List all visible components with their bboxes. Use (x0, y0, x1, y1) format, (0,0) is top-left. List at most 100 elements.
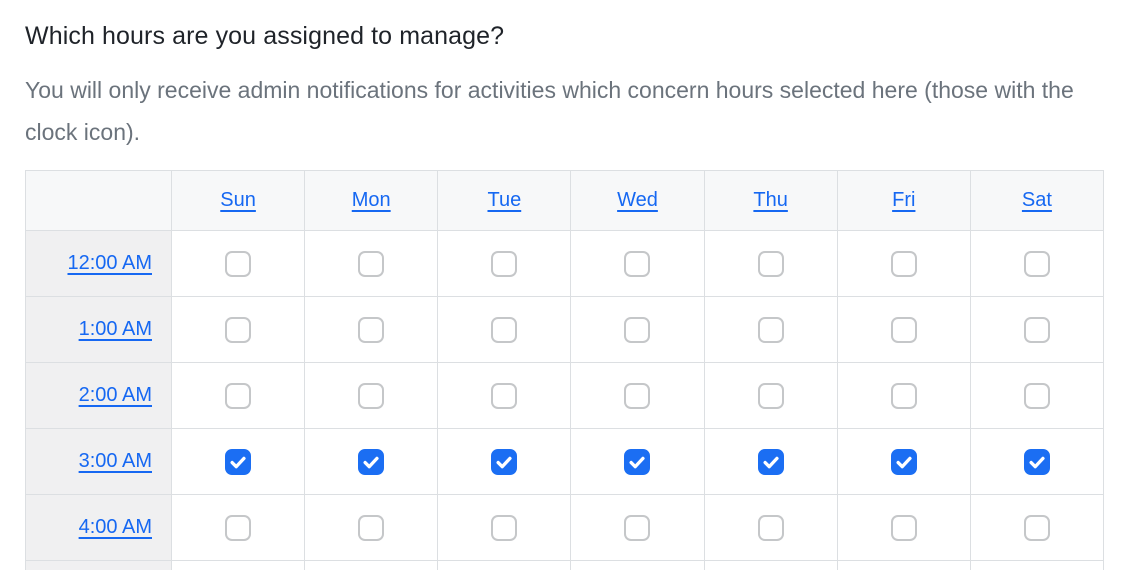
hour-checkbox[interactable] (757, 316, 784, 343)
check-icon (363, 456, 379, 468)
checkbox-cell (570, 494, 705, 561)
hour-checkbox[interactable] (624, 514, 651, 541)
checkbox-cell (304, 428, 439, 495)
checkbox-cell (437, 494, 572, 561)
day-header-link-wed[interactable]: Wed (617, 189, 658, 211)
hour-checkbox[interactable] (757, 448, 784, 475)
checkbox-cell (437, 296, 572, 363)
hours-grid: Sun Mon Tue Wed Thu Fri Sat 12:00 AM 1:00 AM 2:0… (25, 170, 1105, 570)
checkbox-cell (437, 230, 572, 297)
checkbox-cell (836, 560, 971, 570)
time-label-cell (25, 560, 172, 570)
day-header-cell: Sun (170, 170, 306, 231)
checkbox-cell (170, 560, 306, 570)
time-label-cell: 3:00 AM (25, 428, 172, 495)
hour-checkbox[interactable] (1023, 382, 1050, 409)
day-header-cell: Tue (437, 170, 572, 231)
time-link[interactable]: 3:00 AM (78, 450, 152, 472)
checkbox-cell (969, 560, 1105, 570)
hour-checkbox[interactable] (491, 514, 518, 541)
checkbox-cell (570, 560, 705, 570)
hour-checkbox[interactable] (225, 382, 252, 409)
hour-checkbox[interactable] (757, 382, 784, 409)
hour-checkbox[interactable] (225, 250, 252, 277)
day-header-link-sat[interactable]: Sat (1021, 189, 1052, 211)
check-icon (629, 456, 646, 468)
hour-checkbox[interactable] (358, 448, 385, 475)
checkbox-cell (703, 428, 838, 495)
checkbox-cell (703, 296, 838, 363)
hour-checkbox[interactable] (890, 382, 917, 409)
checkbox-cell (703, 560, 838, 570)
day-header-cell: Mon (304, 170, 439, 231)
checkbox-cell (836, 362, 971, 429)
checkbox-cell (969, 296, 1105, 363)
day-header-cell: Sat (969, 170, 1105, 231)
checkbox-cell (969, 230, 1105, 297)
checkbox-cell (570, 296, 705, 363)
check-icon (1029, 456, 1045, 468)
day-header-link-fri[interactable]: Fri (892, 189, 916, 211)
day-header-link-sun[interactable]: Sun (220, 189, 256, 211)
hour-checkbox[interactable] (358, 316, 385, 343)
time-label-cell: 4:00 AM (25, 494, 172, 561)
hour-checkbox[interactable] (624, 448, 651, 475)
time-link[interactable]: 1:00 AM (78, 318, 152, 340)
hour-checkbox[interactable] (358, 382, 385, 409)
hour-row: 1:00 AM (25, 296, 1105, 363)
hour-checkbox[interactable] (225, 316, 252, 343)
hour-checkbox[interactable] (1023, 448, 1050, 475)
hour-checkbox[interactable] (491, 382, 518, 409)
checkbox-cell (170, 230, 306, 297)
checkbox-cell (703, 230, 838, 297)
hour-checkbox[interactable] (890, 448, 917, 475)
hour-checkbox[interactable] (890, 250, 917, 277)
day-header-cell: Fri (836, 170, 971, 231)
checkbox-cell (437, 362, 572, 429)
day-header-link-mon[interactable]: Mon (351, 189, 391, 211)
time-label-cell: 2:00 AM (25, 362, 172, 429)
check-icon (230, 456, 246, 468)
checkbox-cell (836, 230, 971, 297)
hour-checkbox[interactable] (624, 382, 651, 409)
hour-checkbox[interactable] (225, 448, 252, 475)
checkbox-cell (969, 428, 1105, 495)
hour-checkbox[interactable] (358, 514, 385, 541)
checkbox-cell (304, 494, 439, 561)
hour-checkbox[interactable] (225, 514, 252, 541)
hour-checkbox[interactable] (1023, 514, 1050, 541)
time-link[interactable]: 12:00 AM (67, 252, 152, 274)
hour-checkbox[interactable] (890, 514, 917, 541)
hour-checkbox[interactable] (1023, 250, 1050, 277)
day-header-row: Sun Mon Tue Wed Thu Fri Sat (25, 170, 1105, 231)
hour-checkbox[interactable] (491, 448, 518, 475)
hour-checkbox[interactable] (491, 316, 518, 343)
hour-checkbox[interactable] (358, 250, 385, 277)
hour-row (25, 560, 1105, 570)
hour-checkbox[interactable] (757, 250, 784, 277)
day-header-link-tue[interactable]: Tue (487, 189, 522, 211)
checkbox-cell (170, 296, 306, 363)
hour-checkbox[interactable] (890, 316, 917, 343)
day-header-link-thu[interactable]: Thu (753, 189, 788, 211)
checkbox-cell (437, 560, 572, 570)
checkbox-cell (304, 296, 439, 363)
hour-checkbox[interactable] (757, 514, 784, 541)
hour-row: 3:00 AM (25, 428, 1105, 495)
hour-checkbox[interactable] (624, 316, 651, 343)
corner-cell (25, 170, 172, 231)
checkbox-cell (836, 428, 971, 495)
hour-row: 4:00 AM (25, 494, 1105, 561)
hour-checkbox[interactable] (624, 250, 651, 277)
time-label-cell: 1:00 AM (25, 296, 172, 363)
time-link[interactable]: 4:00 AM (78, 516, 152, 538)
day-header-cell: Wed (570, 170, 705, 231)
hour-checkbox[interactable] (1023, 316, 1050, 343)
checkbox-cell (836, 494, 971, 561)
time-link[interactable]: 2:00 AM (78, 384, 152, 406)
checkbox-cell (570, 428, 705, 495)
page-description: You will only receive admin notification… (25, 77, 1074, 145)
hour-checkbox[interactable] (491, 250, 518, 277)
checkbox-cell (170, 362, 306, 429)
